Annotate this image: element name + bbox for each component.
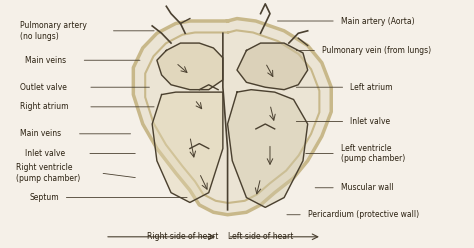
Polygon shape: [152, 92, 223, 202]
Text: Inlet valve: Inlet valve: [25, 149, 65, 158]
Polygon shape: [237, 43, 308, 90]
Text: Pericardium (protective wall): Pericardium (protective wall): [308, 210, 419, 219]
Polygon shape: [228, 90, 308, 207]
Text: Pulmonary vein (from lungs): Pulmonary vein (from lungs): [322, 46, 431, 55]
Text: Main veins: Main veins: [25, 56, 66, 65]
Text: Left ventricle
(pump chamber): Left ventricle (pump chamber): [341, 144, 405, 163]
Text: Right atrium: Right atrium: [20, 102, 69, 111]
Text: Septum: Septum: [30, 193, 59, 202]
Polygon shape: [133, 19, 331, 215]
Text: Outlet valve: Outlet valve: [20, 83, 67, 92]
Text: Right ventricle
(pump chamber): Right ventricle (pump chamber): [16, 163, 80, 183]
Text: Muscular wall: Muscular wall: [341, 183, 393, 192]
Text: Left atrium: Left atrium: [350, 83, 392, 92]
Text: Main veins: Main veins: [20, 129, 61, 138]
Polygon shape: [157, 43, 223, 90]
Text: Right side of heart: Right side of heart: [147, 232, 218, 241]
Text: Pulmonary artery
(no lungs): Pulmonary artery (no lungs): [20, 21, 87, 40]
Text: Main artery (Aorta): Main artery (Aorta): [341, 17, 414, 26]
Text: Left side of heart: Left side of heart: [228, 232, 293, 241]
Text: Inlet valve: Inlet valve: [350, 117, 390, 126]
